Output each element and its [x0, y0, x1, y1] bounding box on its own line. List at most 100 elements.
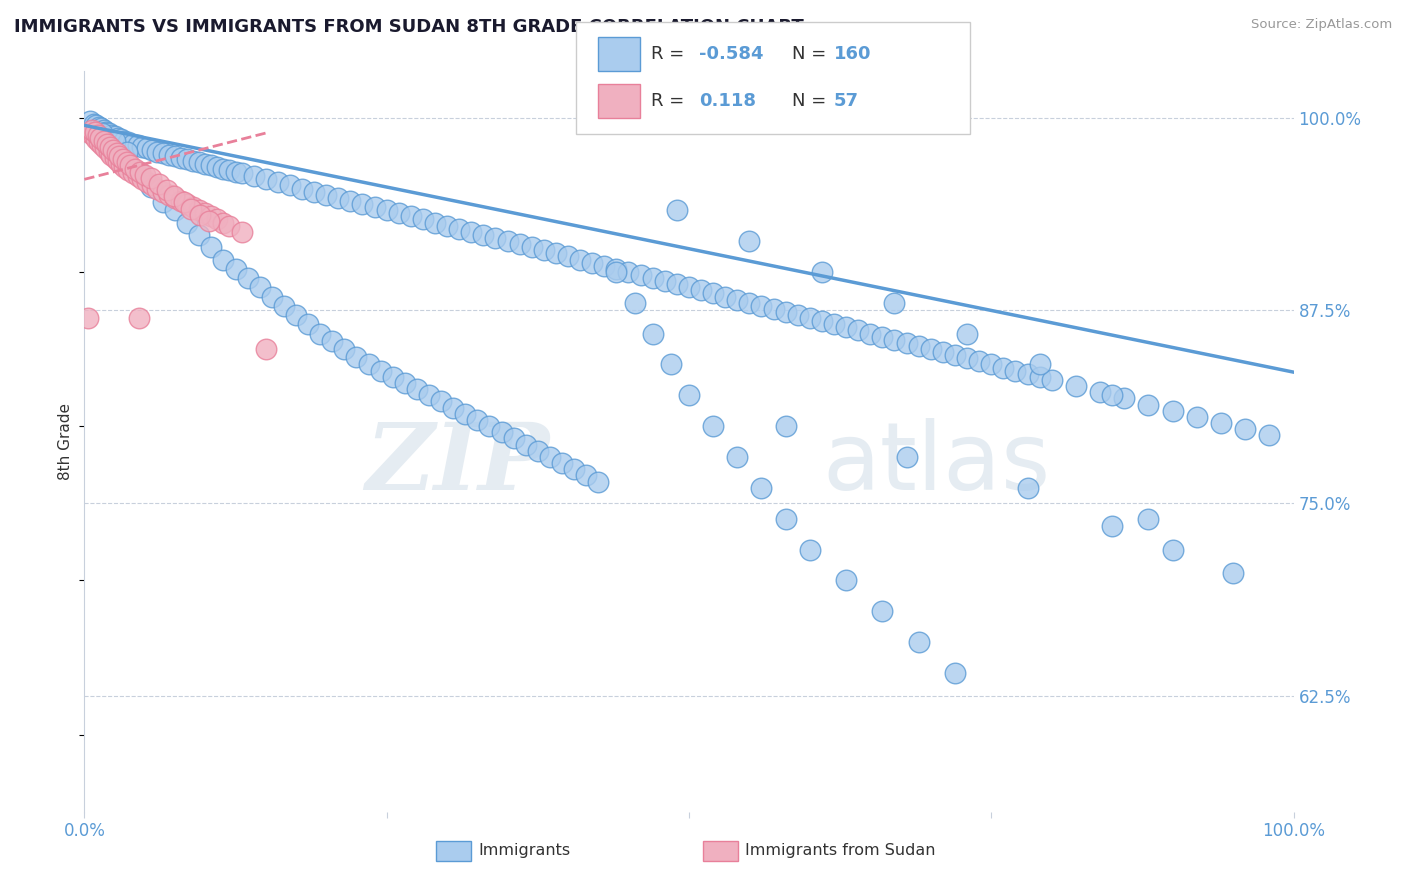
- Point: [423, 215, 446, 229]
- Point: [242, 169, 264, 184]
- Point: [412, 212, 434, 227]
- Point: [84, 124, 107, 138]
- Point: [117, 163, 139, 178]
- Point: [702, 419, 724, 434]
- Point: [225, 261, 247, 276]
- Point: [352, 197, 374, 211]
- Point: [139, 180, 162, 194]
- Point: [83, 117, 105, 131]
- Point: [333, 342, 356, 356]
- Point: [872, 604, 894, 618]
- Point: [124, 161, 146, 176]
- Point: [1137, 398, 1160, 412]
- Point: [430, 394, 453, 409]
- Point: [273, 299, 295, 313]
- Point: [1161, 542, 1184, 557]
- Point: [128, 164, 150, 178]
- Point: [127, 138, 149, 153]
- Point: [1064, 379, 1087, 393]
- Point: [799, 542, 821, 557]
- Point: [107, 130, 129, 145]
- Point: [394, 376, 416, 390]
- Point: [112, 153, 135, 167]
- Point: [170, 151, 193, 165]
- Point: [315, 187, 337, 202]
- Point: [762, 301, 785, 316]
- Point: [520, 240, 543, 254]
- Point: [1028, 369, 1050, 384]
- Point: [1161, 403, 1184, 417]
- Point: [90, 121, 112, 136]
- Point: [188, 155, 211, 169]
- Point: [1088, 385, 1111, 400]
- Point: [120, 158, 142, 172]
- Point: [623, 295, 645, 310]
- Point: [180, 202, 202, 216]
- Point: [846, 324, 869, 338]
- Point: [117, 136, 139, 150]
- Point: [254, 342, 277, 356]
- Point: [198, 214, 221, 228]
- Point: [97, 145, 120, 159]
- Text: 0.118: 0.118: [699, 92, 756, 110]
- Point: [104, 129, 127, 144]
- Text: -0.584: -0.584: [699, 45, 763, 63]
- Point: [236, 271, 259, 285]
- Point: [630, 268, 652, 282]
- Point: [146, 181, 169, 195]
- Point: [254, 172, 277, 186]
- Point: [823, 318, 845, 332]
- Point: [725, 450, 748, 464]
- Text: Source: ZipAtlas.com: Source: ZipAtlas.com: [1251, 18, 1392, 31]
- Point: [1101, 519, 1123, 533]
- Point: [131, 172, 153, 186]
- Point: [872, 329, 894, 343]
- Point: [152, 185, 174, 199]
- Point: [932, 345, 955, 359]
- Text: Immigrants: Immigrants: [478, 844, 571, 858]
- Point: [980, 358, 1002, 372]
- Point: [200, 158, 222, 172]
- Point: [79, 113, 101, 128]
- Point: [212, 161, 235, 176]
- Point: [775, 305, 797, 319]
- Point: [738, 234, 761, 248]
- Point: [157, 187, 180, 202]
- Point: [1209, 416, 1232, 430]
- Point: [605, 265, 627, 279]
- Point: [112, 160, 135, 174]
- Point: [370, 363, 392, 377]
- Point: [883, 333, 905, 347]
- Point: [544, 246, 567, 260]
- Text: N =: N =: [792, 45, 825, 63]
- Point: [200, 240, 222, 254]
- Point: [97, 126, 120, 140]
- Point: [146, 145, 169, 159]
- Point: [302, 185, 325, 199]
- Point: [1137, 511, 1160, 525]
- Text: N =: N =: [792, 92, 825, 110]
- Point: [562, 462, 585, 476]
- Point: [297, 318, 319, 332]
- Point: [98, 140, 121, 154]
- Point: [1185, 409, 1208, 424]
- Point: [714, 289, 737, 303]
- Point: [188, 203, 211, 218]
- Point: [859, 326, 882, 341]
- Point: [1234, 422, 1257, 436]
- Point: [538, 450, 561, 464]
- Point: [136, 141, 159, 155]
- Point: [441, 401, 464, 415]
- Point: [176, 197, 198, 211]
- Point: [200, 210, 222, 224]
- Point: [141, 178, 163, 193]
- Point: [659, 358, 682, 372]
- Point: [207, 212, 229, 227]
- Point: [496, 234, 519, 248]
- Point: [339, 194, 361, 208]
- Point: [89, 130, 111, 145]
- Point: [218, 219, 240, 233]
- Point: [93, 123, 115, 137]
- Point: [920, 342, 942, 356]
- Point: [381, 369, 404, 384]
